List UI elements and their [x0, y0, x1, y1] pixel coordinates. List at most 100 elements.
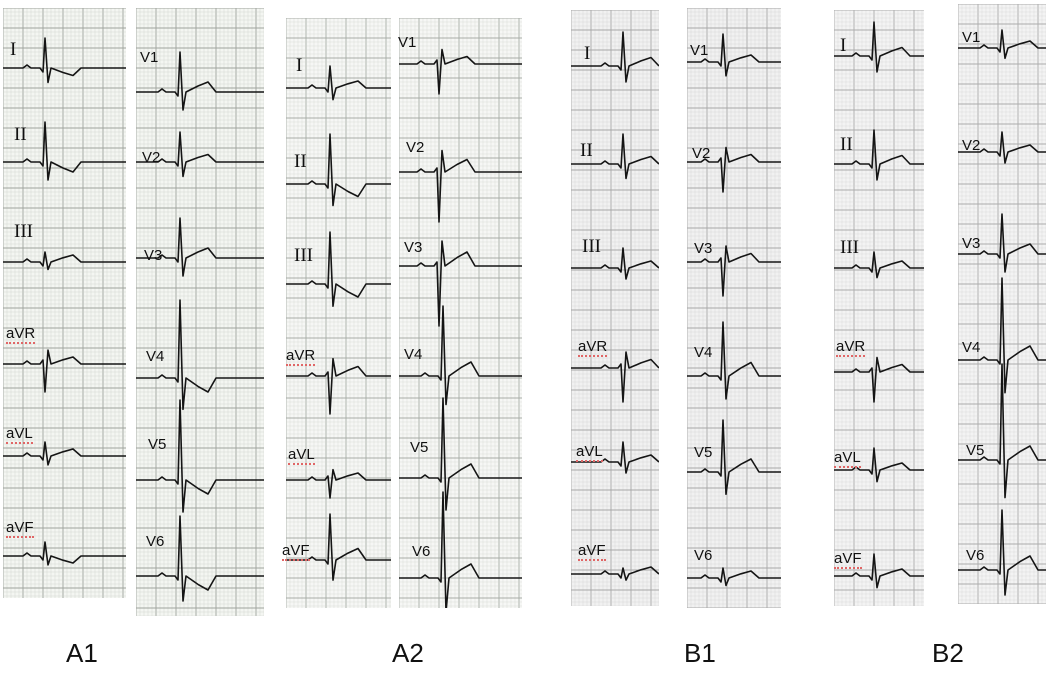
- lead-label-b1-III: III: [582, 236, 601, 257]
- ecg-trace: [571, 133, 659, 180]
- ecg-trace: [136, 131, 264, 178]
- lead-label-a1-III: III: [14, 221, 33, 242]
- lead-label-b1-V3: V3: [694, 240, 713, 257]
- lead-label-a2-aVF: aVF: [282, 542, 310, 561]
- lead-label-b2-V3: V3: [962, 235, 981, 252]
- ecg-trace: [958, 277, 1046, 394]
- ecg-trace: [687, 146, 781, 193]
- ecg-trace: [286, 133, 391, 207]
- lead-label-b2-aVF: aVF: [834, 550, 862, 569]
- lead-label-a1-aVR: aVR: [6, 325, 36, 344]
- ecg-trace: [136, 217, 264, 277]
- ecg-trace: [399, 240, 522, 327]
- ecg-trace: [834, 251, 924, 279]
- ecg-strip-a2-limb: [286, 18, 391, 608]
- ecg-trace: [3, 251, 126, 271]
- ecg-trace: [399, 491, 522, 608]
- lead-label-a2-II: II: [294, 151, 307, 172]
- lead-label-a1-I: I: [10, 39, 17, 60]
- ecg-trace: [571, 247, 659, 280]
- lead-label-a1-V2: V2: [142, 149, 161, 166]
- lead-label-b1-II: II: [580, 140, 593, 161]
- lead-label-b2-V2: V2: [962, 137, 981, 154]
- lead-label-b1-aVF: aVF: [578, 542, 606, 561]
- lead-label-a2-V5: V5: [410, 439, 429, 456]
- ecg-trace: [958, 509, 1046, 596]
- ecg-trace: [3, 37, 126, 84]
- lead-label-b1-V2: V2: [692, 145, 711, 162]
- ecg-trace: [834, 21, 924, 73]
- ecg-trace: [3, 541, 126, 566]
- lead-label-b2-II: II: [840, 134, 853, 155]
- panel-label-b1: B1: [684, 638, 716, 668]
- ecg-trace: [958, 131, 1046, 164]
- lead-label-b2-aVL: aVL: [834, 449, 861, 468]
- ecg-grid-paper: [571, 10, 659, 606]
- lead-label-a1-V1: V1: [140, 49, 159, 66]
- ecg-trace: [3, 349, 126, 393]
- ecg-trace: [958, 363, 1046, 499]
- lead-label-b1-I: I: [584, 43, 591, 64]
- ecg-trace: [571, 351, 659, 403]
- lead-label-b2-aVR: aVR: [836, 338, 866, 357]
- ecg-grid-paper: [687, 8, 781, 608]
- ecg-strip-b1-limb: [571, 10, 659, 606]
- ecg-grid-paper: [3, 8, 126, 598]
- ecg-trace: [399, 149, 522, 223]
- ecg-trace: [399, 305, 522, 406]
- ecg-trace: [399, 397, 522, 511]
- lead-label-a2-V3: V3: [404, 239, 423, 256]
- ecg-trace: [286, 65, 391, 101]
- lead-label-a1-II: II: [14, 124, 27, 145]
- lead-label-a2-III: III: [294, 245, 313, 266]
- lead-label-b1-aVR: aVR: [578, 338, 608, 357]
- ecg-trace: [136, 51, 264, 111]
- lead-label-b2-V5: V5: [966, 442, 985, 459]
- lead-label-a2-aVL: aVL: [288, 446, 315, 465]
- lead-label-a2-V2: V2: [406, 139, 425, 156]
- ecg-trace: [834, 356, 924, 403]
- lead-label-a2-aVR: aVR: [286, 347, 316, 366]
- ecg-trace: [399, 48, 522, 95]
- lead-label-b2-III: III: [840, 237, 859, 258]
- lead-label-b2-V1: V1: [962, 29, 981, 46]
- lead-label-a2-I: I: [296, 55, 303, 76]
- lead-label-a2-V6: V6: [412, 543, 431, 560]
- lead-label-a2-V1: V1: [398, 34, 417, 51]
- ecg-trace: [687, 321, 781, 400]
- lead-label-b1-V5: V5: [694, 444, 713, 461]
- panel-label-b2: B2: [932, 638, 964, 668]
- lead-label-a1-aVF: aVF: [6, 519, 34, 538]
- ecg-strip-a2-chest: [399, 18, 522, 608]
- ecg-trace: [3, 121, 126, 181]
- lead-label-b2-V4: V4: [962, 339, 981, 356]
- lead-label-b1-aVL: aVL: [576, 443, 603, 462]
- ecg-trace: [136, 399, 264, 513]
- lead-label-b1-V6: V6: [694, 547, 713, 564]
- ecg-trace: [136, 515, 264, 602]
- ecg-grid-paper: [834, 10, 924, 606]
- lead-label-b2-V6: V6: [966, 547, 985, 564]
- ecg-grid-paper: [399, 18, 522, 608]
- ecg-trace: [286, 468, 391, 499]
- panel-label-a1: A1: [66, 638, 98, 668]
- ecg-trace: [687, 245, 781, 297]
- ecg-strip-b2-limb: [834, 10, 924, 606]
- ecg-trace: [571, 566, 659, 581]
- lead-label-a1-V6: V6: [146, 533, 165, 550]
- ecg-trace: [687, 33, 781, 77]
- ecg-trace: [286, 357, 391, 415]
- ecg-trace: [834, 553, 924, 589]
- ecg-strip-b1-chest: [687, 8, 781, 608]
- ecg-trace: [958, 29, 1046, 60]
- lead-label-b2-I: I: [840, 35, 847, 56]
- ecg-trace: [687, 567, 781, 587]
- lead-label-a1-aVL: aVL: [6, 425, 33, 444]
- lead-label-b1-V1: V1: [690, 42, 709, 59]
- ecg-trace: [3, 441, 126, 466]
- ecg-trace: [571, 31, 659, 83]
- ecg-trace: [286, 513, 391, 581]
- lead-label-b1-V4: V4: [694, 344, 713, 361]
- lead-label-a1-V3: V3: [144, 247, 163, 264]
- lead-label-a2-V4: V4: [404, 346, 423, 363]
